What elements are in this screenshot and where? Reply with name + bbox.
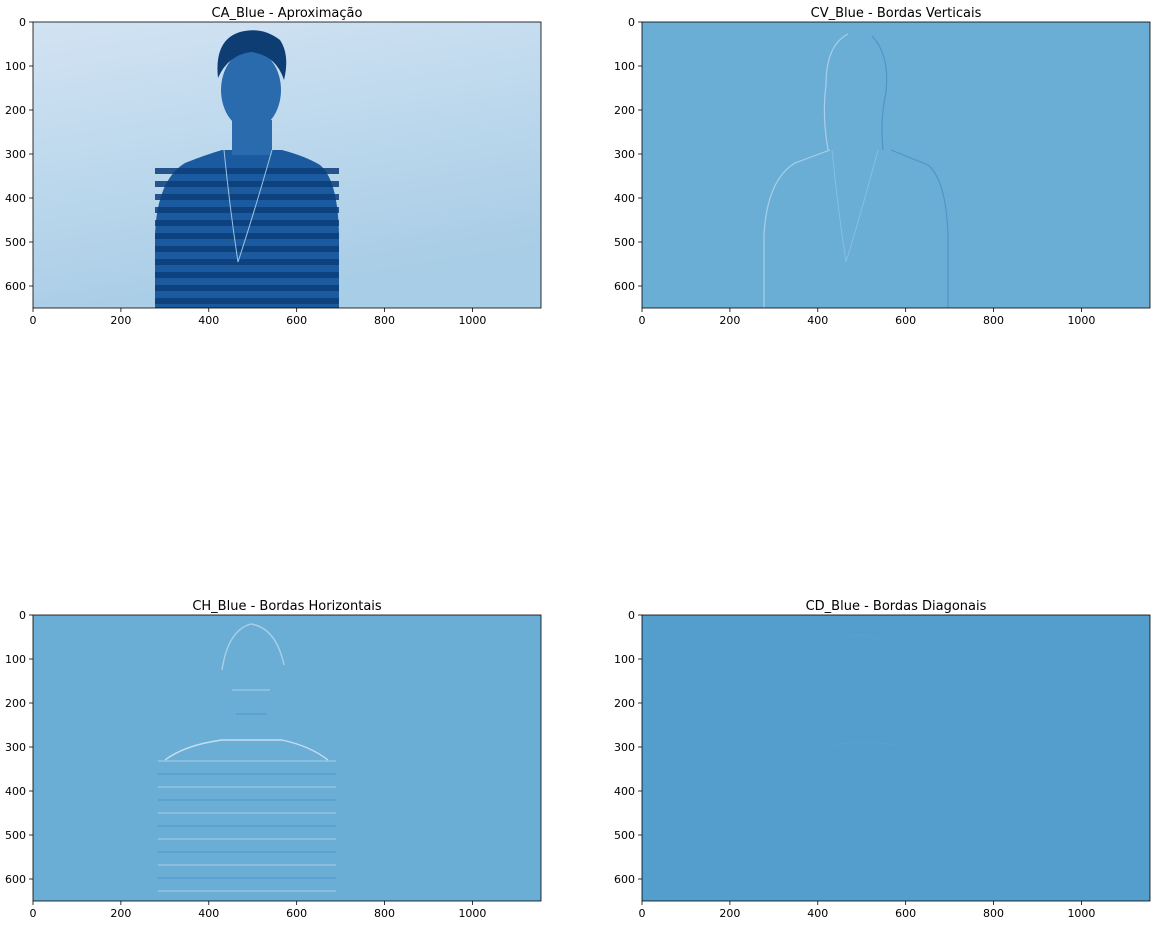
y-tick-label: 400 bbox=[5, 785, 26, 798]
subplot-cv-blue: CV_Blue - Bordas Verticais bbox=[641, 6, 1151, 309]
x-tick-label: 800 bbox=[983, 314, 1004, 327]
x-tick-label: 200 bbox=[110, 314, 131, 327]
x-tick-label: 0 bbox=[30, 314, 37, 327]
y-tick-label: 500 bbox=[5, 829, 26, 842]
x-tick-label: 1000 bbox=[458, 314, 486, 327]
subplot-title: CV_Blue - Bordas Verticais bbox=[811, 6, 982, 21]
y-tick-label: 400 bbox=[5, 192, 26, 205]
x-tick-label: 200 bbox=[110, 907, 131, 920]
x-tick-label: 800 bbox=[374, 907, 395, 920]
y-tick-label: 200 bbox=[614, 697, 635, 710]
x-tick-label: 1000 bbox=[458, 907, 486, 920]
y-tick-label: 600 bbox=[5, 873, 26, 886]
subplot-title: CD_Blue - Bordas Diagonais bbox=[806, 599, 987, 614]
x-tick-label: 800 bbox=[374, 314, 395, 327]
x-tick-label: 1000 bbox=[1067, 314, 1095, 327]
y-tick-label: 100 bbox=[614, 60, 635, 73]
y-tick-label: 600 bbox=[614, 280, 635, 293]
x-tick-label: 600 bbox=[895, 907, 916, 920]
y-tick-label: 300 bbox=[5, 741, 26, 754]
y-tick-label: 500 bbox=[614, 236, 635, 249]
x-tick-label: 1000 bbox=[1067, 907, 1095, 920]
subplot-title: CA_Blue - Aproximação bbox=[212, 6, 363, 21]
image-approximation bbox=[33, 22, 541, 308]
image-diagonal-edges bbox=[642, 615, 1150, 901]
y-tick-label: 300 bbox=[614, 741, 635, 754]
x-tick-label: 400 bbox=[807, 314, 828, 327]
x-tick-label: 400 bbox=[198, 907, 219, 920]
y-tick-label: 500 bbox=[5, 236, 26, 249]
y-tick-label: 500 bbox=[614, 829, 635, 842]
x-tick-label: 0 bbox=[639, 314, 646, 327]
x-tick-label: 200 bbox=[719, 907, 740, 920]
image-horizontal-edges bbox=[33, 615, 541, 901]
y-tick-label: 0 bbox=[19, 609, 26, 622]
subplot-title: CH_Blue - Bordas Horizontais bbox=[192, 599, 382, 614]
y-tick-label: 0 bbox=[19, 16, 26, 29]
image-vertical-edges bbox=[642, 22, 1150, 308]
subplot-cd-blue: CD_Blue - Bordas Diagonais bbox=[641, 599, 1151, 902]
y-tick-label: 100 bbox=[614, 653, 635, 666]
y-tick-label: 400 bbox=[614, 192, 635, 205]
y-tick-label: 600 bbox=[614, 873, 635, 886]
x-tick-label: 400 bbox=[198, 314, 219, 327]
y-tick-label: 100 bbox=[5, 60, 26, 73]
subplot-ca-blue: CA_Blue - Aproximação bbox=[32, 6, 542, 309]
x-tick-label: 600 bbox=[286, 907, 307, 920]
x-tick-label: 400 bbox=[807, 907, 828, 920]
x-tick-label: 0 bbox=[30, 907, 37, 920]
y-tick-label: 0 bbox=[628, 609, 635, 622]
y-tick-label: 300 bbox=[614, 148, 635, 161]
y-tick-label: 300 bbox=[5, 148, 26, 161]
x-tick-label: 800 bbox=[983, 907, 1004, 920]
y-tick-label: 400 bbox=[614, 785, 635, 798]
y-tick-label: 200 bbox=[614, 104, 635, 117]
y-tick-label: 100 bbox=[5, 653, 26, 666]
y-tick-label: 200 bbox=[5, 104, 26, 117]
y-tick-label: 0 bbox=[628, 16, 635, 29]
subplot-ch-blue: CH_Blue - Bordas Horizontais bbox=[32, 599, 542, 902]
x-tick-label: 600 bbox=[895, 314, 916, 327]
x-tick-label: 200 bbox=[719, 314, 740, 327]
y-tick-label: 600 bbox=[5, 280, 26, 293]
y-tick-label: 200 bbox=[5, 697, 26, 710]
x-tick-label: 600 bbox=[286, 314, 307, 327]
x-tick-label: 0 bbox=[639, 907, 646, 920]
